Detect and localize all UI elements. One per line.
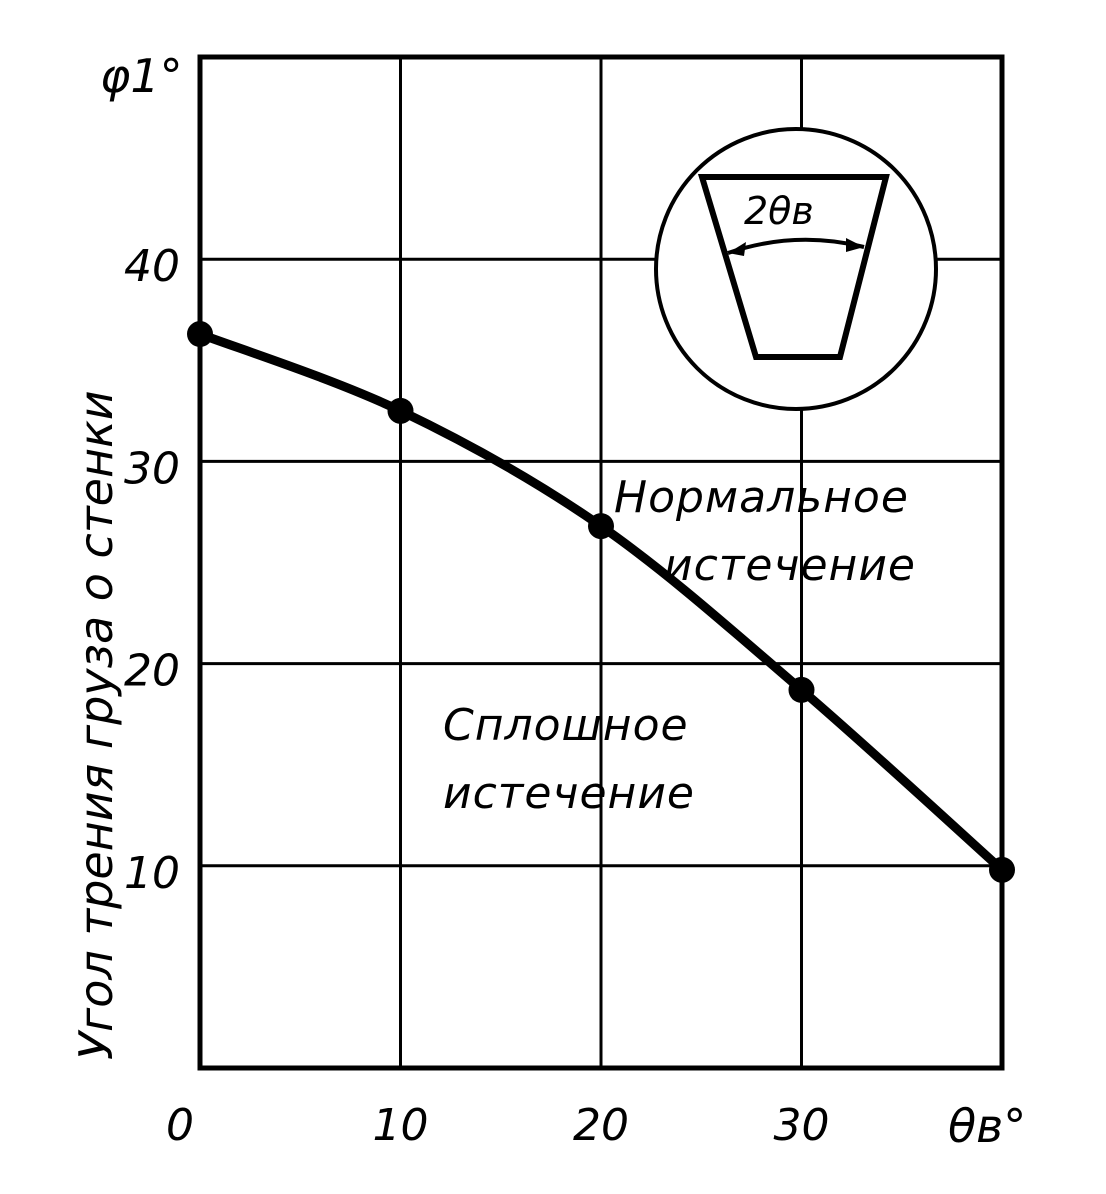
inset-angle-label: 2θв: [744, 189, 814, 233]
plot-frame: [197, 54, 1005, 1071]
y-tick-label: 20: [124, 646, 180, 697]
inset-arrow-left: [728, 242, 746, 256]
data-point: [588, 513, 614, 540]
y-axis-title: Угол трения груза о стенки: [69, 390, 123, 1060]
x-tick-label: 20: [573, 1100, 629, 1151]
x-tick-labels: 0 10 20 30: [166, 1100, 830, 1151]
series-group: [187, 321, 1015, 883]
x-axis-title: θв°: [948, 1099, 1026, 1153]
y-axis-symbol: φ1°: [100, 49, 183, 103]
y-tick-label: 10: [124, 848, 180, 899]
y-tick-label: 30: [124, 443, 180, 494]
data-point: [187, 321, 213, 348]
x-tick-label: 30: [774, 1100, 830, 1151]
annotation-lower-line2: истечение: [443, 768, 695, 819]
data-point: [387, 397, 414, 424]
annotation-upper-line2: истечение: [664, 540, 916, 591]
annotation-lower-line1: Сплошное: [443, 700, 689, 751]
y-axis-symbol-text: φ1°: [100, 49, 183, 103]
x-tick-label: 0: [166, 1100, 194, 1151]
annotation-upper-line1: Нормальное: [614, 472, 909, 523]
inset-trapezoid: [697, 174, 890, 360]
inset-diagram: 2θв: [654, 127, 938, 411]
inset-circle: [654, 127, 938, 411]
data-point: [788, 676, 815, 703]
y-tick-label: 40: [124, 241, 180, 292]
y-tick-labels: 10 20 30 40: [124, 241, 180, 899]
inset-arrow-right: [846, 238, 864, 252]
x-tick-label: 10: [373, 1100, 429, 1151]
data-point: [989, 856, 1015, 883]
